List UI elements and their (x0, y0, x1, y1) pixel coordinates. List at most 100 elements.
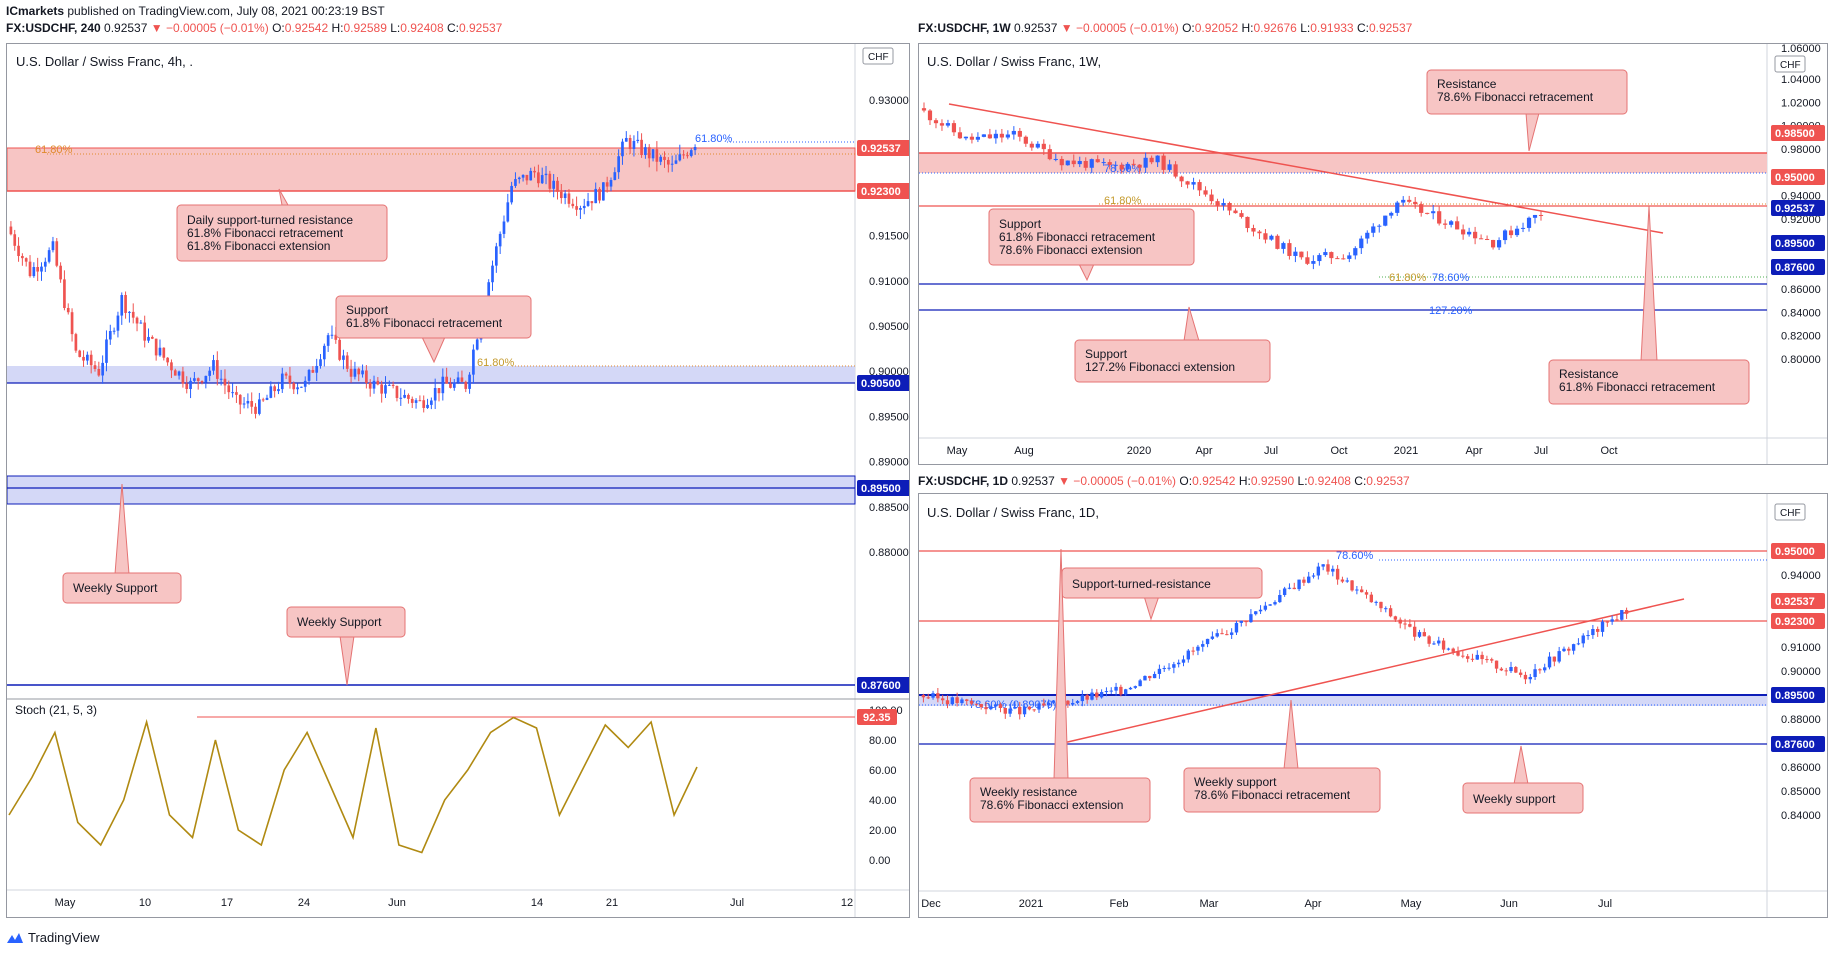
candle-body (1251, 228, 1256, 232)
candle-body (128, 311, 131, 313)
candle-body (502, 221, 506, 234)
note-line: 61.8% Fibonacci retracement (346, 316, 503, 330)
candle-body (430, 400, 433, 405)
tradingview-footer[interactable]: TradingView (6, 930, 100, 945)
candle-body (1257, 231, 1262, 234)
time-tick: Aug (1014, 445, 1034, 457)
publisher-name[interactable]: ICmarkets (6, 4, 65, 18)
candle-body (1490, 659, 1494, 661)
candle-body (1099, 692, 1104, 698)
candle-body (334, 334, 338, 340)
candle-body (238, 394, 242, 405)
candle-body (1543, 667, 1547, 671)
candle-body (644, 147, 647, 156)
price-tag-label: 0.90500 (861, 378, 901, 390)
candle-body (116, 315, 120, 331)
candle-body (487, 282, 491, 305)
candle-body (277, 389, 280, 392)
candle-body (1508, 230, 1514, 236)
candle-body (1029, 143, 1034, 148)
candle-body (936, 693, 940, 699)
candle-body (40, 266, 43, 272)
candle-body (1350, 580, 1354, 591)
candle-body (265, 397, 269, 400)
price-tick: 1.02000 (1781, 97, 1821, 109)
candle-body (950, 697, 954, 705)
candle-body (86, 354, 89, 361)
h4-price: 0.92537 (104, 21, 148, 35)
candle-body (82, 356, 85, 361)
d1-price: 0.92537 (1011, 474, 1055, 488)
w1-chart-panel[interactable]: 78.60% 61.80% 61.80% 78.60% 127.20% Resi… (918, 43, 1828, 465)
candle-body (1347, 255, 1352, 259)
candle-body (1155, 155, 1160, 163)
candle-body (124, 295, 127, 313)
candle-body (1293, 251, 1298, 256)
candle-body (1456, 651, 1460, 656)
h4-chart-panel[interactable]: 61.80% 61.80% 61.80% Daily support-turne… (6, 43, 910, 918)
candle-body (1374, 601, 1378, 603)
candle-body (552, 180, 556, 189)
w1-symbol: FX:USDCHF, 1W (918, 21, 1011, 35)
d1-time-axis[interactable]: Dec 2021 Feb Mar Apr May Jun Jul (921, 898, 1612, 910)
ohlc-label: H: (331, 21, 344, 35)
candle-body (1490, 239, 1496, 248)
candle-body (628, 137, 632, 149)
h4-time-axis[interactable]: May 10 17 24 Jun 14 21 Jul 12 (55, 897, 854, 909)
w1-chart-svg[interactable]: 78.60% 61.80% 61.80% 78.60% 127.20% Resi… (919, 44, 1827, 464)
candle-body (208, 370, 212, 376)
candle-body (1432, 643, 1436, 645)
candle-body (510, 185, 513, 203)
w1-time-axis[interactable]: May Aug 2020 Apr Jul Oct 2021 Apr Jul Oct (947, 445, 1618, 457)
candle-body (506, 202, 510, 222)
candle-body (1263, 233, 1268, 240)
price-tag-label: 0.87600 (1775, 739, 1815, 751)
candle-body (1620, 610, 1624, 620)
h4-chart-svg[interactable]: 61.80% 61.80% 61.80% Daily support-turne… (7, 44, 909, 917)
candle-body (1095, 692, 1099, 698)
note-line: Weekly support (1473, 792, 1556, 806)
candle-body (395, 385, 399, 398)
candle-body (273, 386, 276, 392)
ohlc-value: 0.92542 (1192, 474, 1236, 488)
candle-body (575, 206, 578, 210)
candle-body (1317, 255, 1322, 262)
candle-body (1393, 616, 1398, 620)
stoch-title: Stoch (21, 5, 3) (15, 703, 97, 717)
candle-body (999, 133, 1004, 138)
fib-label: 61.80% (1104, 195, 1142, 207)
candle-body (1307, 576, 1311, 583)
candle-body (1148, 675, 1152, 679)
candle-body (1161, 155, 1166, 170)
candle-body (368, 382, 372, 389)
candle-body (1371, 226, 1376, 233)
candle-body (437, 388, 441, 394)
stoch-tick: 60.00 (869, 765, 897, 777)
d1-price-axis[interactable]: 0.950000.940000.930000.920000.910000.900… (1781, 546, 1821, 822)
candle-body (609, 180, 613, 187)
callout-w1-resistance-786: Resistance 78.6% Fibonacci retracement (1426, 69, 1628, 152)
candle-body (957, 132, 963, 139)
stoch-tag (857, 709, 897, 725)
candle-body (1364, 592, 1369, 595)
candle-body (1353, 248, 1358, 256)
candle-body (380, 384, 384, 394)
candle-body (1514, 228, 1520, 236)
candle-body (598, 188, 601, 201)
candle-body (655, 149, 659, 162)
candle-body (1518, 672, 1523, 675)
time-tick: Apr (1195, 445, 1212, 457)
time-tick: May (947, 445, 968, 457)
candle-body (1107, 162, 1112, 165)
candle-body (365, 370, 368, 383)
price-tag (1771, 200, 1825, 216)
candle-body (1109, 690, 1113, 692)
candle-body (101, 362, 104, 376)
d1-chart-panel[interactable]: 78.60% 78.60% (0.89079) Support-turned-r… (918, 493, 1828, 918)
d1-chart-svg[interactable]: 78.60% 78.60% (0.89079) Support-turned-r… (919, 494, 1827, 917)
note-line: 78.6% Fibonacci retracement (1437, 90, 1594, 104)
candle-body (162, 347, 166, 358)
price-tick: 0.90500 (869, 321, 909, 333)
candle-body (414, 400, 418, 403)
candle-body (1249, 614, 1253, 623)
